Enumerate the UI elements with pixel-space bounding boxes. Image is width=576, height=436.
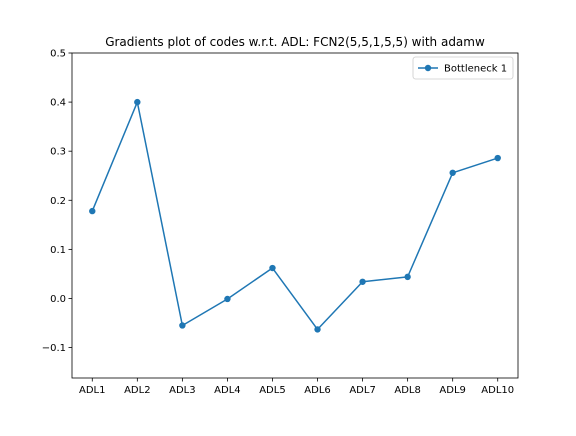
x-tick-label: ADL5 (259, 385, 285, 396)
x-tick-label: ADL4 (214, 385, 240, 396)
data-point (134, 98, 141, 106)
x-tick-label: ADL1 (79, 385, 105, 396)
y-tick-label: 0.4 (50, 98, 66, 109)
y-tick-label: 0.1 (50, 245, 66, 256)
y-tick-label: 0.3 (50, 147, 66, 158)
series-line (91, 101, 498, 331)
x-tick-label: ADL3 (169, 385, 195, 396)
x-tick-label: ADL10 (481, 385, 514, 396)
plot-area: −0.1 0.0 0.1 0.2 0.3 0.4 0.5 ADL1 ADL2 ADL3 ADL4 AD… (42, 49, 519, 396)
legend-box (412, 56, 514, 80)
x-tick-label: ADL9 (439, 385, 465, 396)
data-point (314, 326, 321, 333)
y-tick-label: −0.1 (42, 343, 66, 354)
x-tick-label: ADL6 (304, 385, 330, 396)
axes-frame (71, 52, 519, 379)
data-point (359, 278, 366, 285)
data-point (179, 322, 186, 329)
data-point (224, 295, 231, 303)
data-point (404, 273, 411, 281)
data-point (449, 169, 456, 176)
data-point (269, 264, 276, 272)
x-tick-label: ADL7 (349, 385, 375, 396)
x-tick-label: ADL2 (124, 385, 150, 396)
legend-label: Bottleneck 1 (444, 64, 507, 75)
data-point (494, 154, 501, 162)
chart-title: Gradients plot of codes w.r.t. ADL: FCN2… (105, 35, 485, 49)
y-tick-label: 0.2 (50, 196, 66, 207)
y-tick-label: 0.0 (50, 294, 66, 305)
x-tick-label: ADL8 (394, 385, 420, 396)
y-tick-label: 0.5 (50, 49, 66, 60)
legend-marker (424, 64, 432, 72)
data-point (89, 207, 96, 215)
